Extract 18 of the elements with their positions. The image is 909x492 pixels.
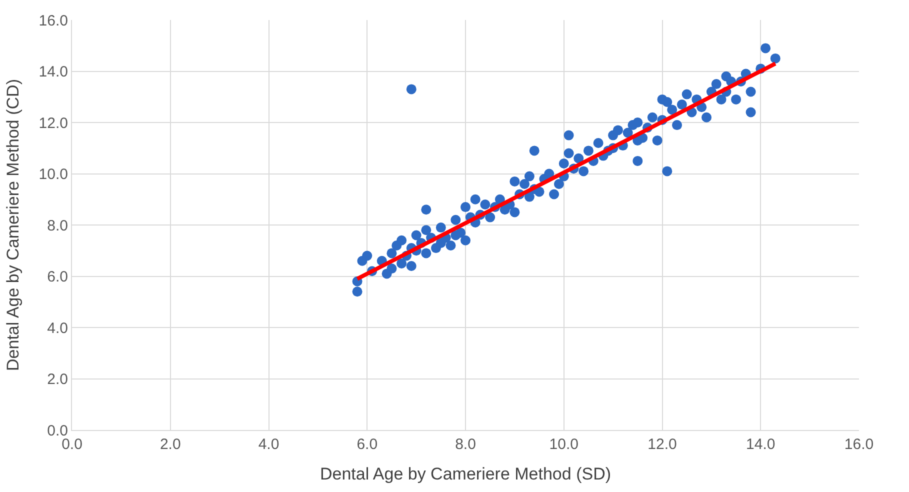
x-tick-label: 4.0: [258, 436, 280, 453]
y-axis-title: Dental Age by Cameriere Method (CD): [3, 79, 22, 371]
x-tick-label: 2.0: [160, 436, 181, 453]
x-tick-label: 12.0: [648, 436, 677, 453]
y-tick-label: 2.0: [47, 371, 68, 388]
y-tick-label: 6.0: [47, 268, 68, 286]
y-tick-label: 4.0: [47, 320, 68, 337]
x-tick-label: 6.0: [356, 436, 378, 453]
y-tick-label: 14.0: [38, 64, 68, 80]
y-tick-label: 8.0: [47, 217, 68, 234]
x-tick-label: 10.0: [549, 436, 578, 453]
x-tick-label: 16.0: [844, 436, 874, 453]
x-tick-label: 14.0: [746, 436, 776, 453]
y-tick-label: 10.0: [38, 166, 68, 183]
x-axis-title: Dental Age by Cameriere Method (SD): [320, 464, 612, 484]
y-tick-label: 16.0: [38, 12, 68, 30]
x-tick-label: 8.0: [455, 436, 476, 453]
y-tick-label: 12.0: [38, 114, 68, 132]
